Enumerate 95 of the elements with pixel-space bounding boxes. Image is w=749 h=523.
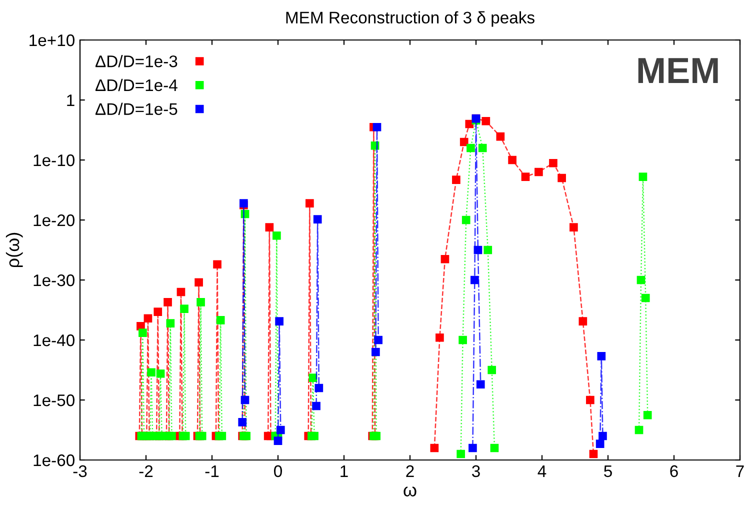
point	[589, 450, 598, 458]
point	[306, 199, 314, 208]
point	[478, 144, 487, 152]
point	[213, 260, 222, 269]
point	[458, 336, 467, 344]
point	[462, 216, 470, 224]
point	[314, 384, 324, 392]
point	[310, 432, 318, 440]
legend-label: ΔD/D=1e-5	[95, 102, 178, 115]
y-tick-label: 1e-60	[34, 454, 74, 466]
x-tick-label: -1	[205, 465, 219, 477]
point	[372, 348, 380, 356]
point	[468, 444, 477, 452]
legend-label: ΔD/D=1e-4	[95, 78, 178, 92]
point	[549, 158, 558, 168]
y-tick-label: 1e-40	[34, 334, 74, 346]
point	[272, 231, 281, 240]
point	[641, 294, 650, 302]
point	[372, 122, 382, 132]
point	[313, 215, 322, 224]
point	[218, 432, 226, 440]
y-tick-label: 1e-20	[34, 214, 74, 226]
legend-label: ΔD/D=1e-3	[95, 55, 178, 68]
x-tick-label: 0	[274, 465, 282, 478]
point	[240, 396, 250, 404]
y-tick-label: 1e-10	[34, 154, 74, 166]
point	[570, 223, 578, 232]
point	[196, 298, 205, 306]
point	[488, 366, 496, 374]
x-tick-label: 6	[670, 465, 678, 478]
x-tick-label: 3	[472, 465, 480, 478]
y-tick-label: 1	[67, 94, 74, 106]
point	[164, 298, 172, 306]
x-tick-label: -3	[73, 465, 87, 478]
point	[275, 317, 284, 326]
point	[636, 276, 646, 284]
y-tick-label: 1e-50	[34, 394, 74, 406]
point	[598, 432, 607, 440]
point	[470, 276, 479, 284]
x-tick-label: 7	[736, 465, 744, 477]
y-tick-label: 1e-30	[34, 274, 74, 286]
point	[374, 336, 382, 344]
point	[586, 396, 594, 404]
x-tick-label: 1	[340, 465, 348, 477]
point	[460, 138, 468, 146]
x-tick-label: 5	[604, 465, 612, 478]
y-axis-title: ρ(ω)	[6, 232, 23, 268]
x-axis-title: ω	[404, 486, 416, 496]
point	[168, 432, 176, 440]
point	[238, 418, 247, 426]
point	[181, 432, 190, 440]
point	[144, 314, 152, 323]
point	[147, 368, 156, 377]
point	[312, 402, 320, 410]
point	[482, 116, 490, 126]
point	[634, 426, 644, 434]
point	[534, 168, 543, 176]
point	[508, 156, 516, 164]
point	[308, 374, 318, 382]
x-tick-label: 4	[538, 465, 546, 477]
point	[156, 369, 165, 378]
point	[274, 436, 282, 445]
annotation: MEM	[638, 58, 718, 83]
chart-title: MEM Reconstruction of 3 δ peaks	[286, 11, 534, 27]
point	[216, 316, 225, 324]
point	[430, 444, 439, 452]
point	[466, 144, 475, 152]
point	[597, 352, 606, 360]
point	[154, 308, 162, 316]
point	[194, 278, 203, 287]
point	[456, 450, 465, 458]
point	[176, 288, 186, 296]
point	[440, 254, 450, 264]
y-tick-label: 1e+10	[30, 34, 74, 46]
point	[496, 132, 505, 141]
point	[276, 426, 285, 434]
x-tick-label: -2	[139, 465, 153, 477]
point	[138, 328, 147, 337]
point	[452, 176, 460, 184]
point	[596, 440, 604, 448]
x-tick-label: 2	[406, 465, 414, 477]
point	[476, 380, 485, 389]
point	[490, 444, 499, 452]
point	[465, 120, 474, 128]
point	[578, 317, 588, 326]
point	[638, 172, 648, 181]
point	[436, 333, 444, 342]
point	[166, 319, 175, 328]
point	[180, 304, 188, 313]
point	[474, 246, 482, 254]
point	[484, 246, 492, 254]
point	[643, 410, 652, 420]
point	[265, 223, 274, 232]
point	[521, 172, 530, 181]
point	[558, 174, 566, 182]
